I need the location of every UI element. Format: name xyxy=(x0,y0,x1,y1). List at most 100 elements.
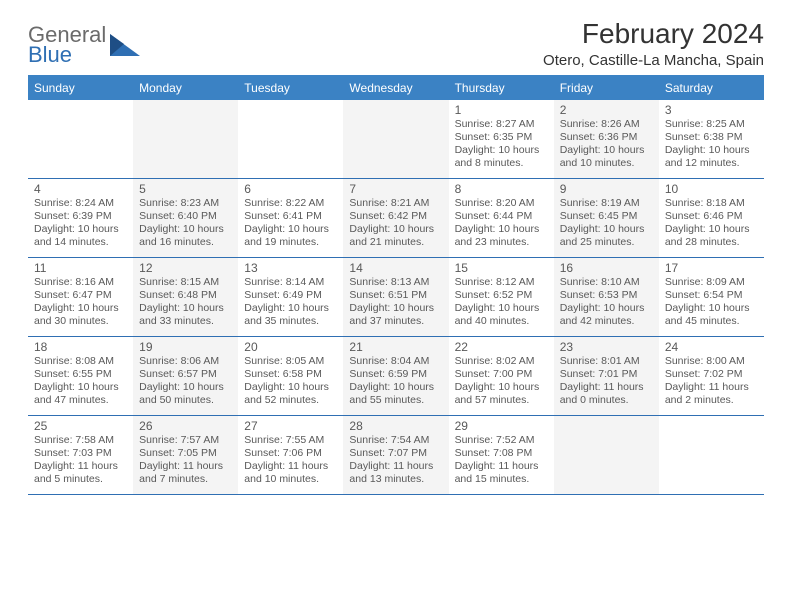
calendar-cell: 24Sunrise: 8:00 AMSunset: 7:02 PMDayligh… xyxy=(659,337,764,415)
calendar-cell: 14Sunrise: 8:13 AMSunset: 6:51 PMDayligh… xyxy=(343,258,448,336)
daylight-text-b: and 52 minutes. xyxy=(244,394,337,407)
daylight-text-b: and 40 minutes. xyxy=(455,315,548,328)
daylight-text-b: and 14 minutes. xyxy=(34,236,127,249)
calendar-cell: 8Sunrise: 8:20 AMSunset: 6:44 PMDaylight… xyxy=(449,179,554,257)
daylight-text-b: and 2 minutes. xyxy=(665,394,758,407)
sunrise-text: Sunrise: 8:18 AM xyxy=(665,197,758,210)
daylight-text-a: Daylight: 11 hours xyxy=(455,460,548,473)
sunset-text: Sunset: 6:51 PM xyxy=(349,289,442,302)
day-number: 21 xyxy=(349,340,442,354)
day-number: 20 xyxy=(244,340,337,354)
weekday-label: Thursday xyxy=(449,77,554,100)
calendar-cell xyxy=(28,100,133,178)
sunset-text: Sunset: 6:52 PM xyxy=(455,289,548,302)
sunrise-text: Sunrise: 8:15 AM xyxy=(139,276,232,289)
sunrise-text: Sunrise: 7:57 AM xyxy=(139,434,232,447)
daylight-text-a: Daylight: 11 hours xyxy=(665,381,758,394)
daylight-text-a: Daylight: 10 hours xyxy=(34,302,127,315)
sunrise-text: Sunrise: 8:12 AM xyxy=(455,276,548,289)
day-number: 26 xyxy=(139,419,232,433)
sunset-text: Sunset: 6:38 PM xyxy=(665,131,758,144)
sunset-text: Sunset: 6:42 PM xyxy=(349,210,442,223)
calendar-cell xyxy=(238,100,343,178)
sunrise-text: Sunrise: 8:05 AM xyxy=(244,355,337,368)
sunrise-text: Sunrise: 7:52 AM xyxy=(455,434,548,447)
daylight-text-a: Daylight: 10 hours xyxy=(455,381,548,394)
day-number: 11 xyxy=(34,261,127,275)
calendar-cell: 22Sunrise: 8:02 AMSunset: 7:00 PMDayligh… xyxy=(449,337,554,415)
daylight-text-b: and 16 minutes. xyxy=(139,236,232,249)
sunset-text: Sunset: 7:03 PM xyxy=(34,447,127,460)
daylight-text-b: and 30 minutes. xyxy=(34,315,127,328)
sunset-text: Sunset: 6:57 PM xyxy=(139,368,232,381)
calendar-cell: 17Sunrise: 8:09 AMSunset: 6:54 PMDayligh… xyxy=(659,258,764,336)
weekday-label: Wednesday xyxy=(343,77,448,100)
sunrise-text: Sunrise: 8:02 AM xyxy=(455,355,548,368)
calendar-cell: 12Sunrise: 8:15 AMSunset: 6:48 PMDayligh… xyxy=(133,258,238,336)
day-number: 10 xyxy=(665,182,758,196)
daylight-text-a: Daylight: 11 hours xyxy=(139,460,232,473)
sunset-text: Sunset: 6:39 PM xyxy=(34,210,127,223)
daylight-text-b: and 42 minutes. xyxy=(560,315,653,328)
calendar-week: 25Sunrise: 7:58 AMSunset: 7:03 PMDayligh… xyxy=(28,416,764,495)
daylight-text-b: and 45 minutes. xyxy=(665,315,758,328)
daylight-text-a: Daylight: 10 hours xyxy=(665,144,758,157)
daylight-text-a: Daylight: 10 hours xyxy=(244,223,337,236)
daylight-text-b: and 47 minutes. xyxy=(34,394,127,407)
daylight-text-b: and 10 minutes. xyxy=(560,157,653,170)
daylight-text-b: and 10 minutes. xyxy=(244,473,337,486)
sunset-text: Sunset: 6:48 PM xyxy=(139,289,232,302)
daylight-text-a: Daylight: 10 hours xyxy=(244,302,337,315)
calendar-cell: 27Sunrise: 7:55 AMSunset: 7:06 PMDayligh… xyxy=(238,416,343,494)
daylight-text-a: Daylight: 10 hours xyxy=(560,223,653,236)
daylight-text-b: and 25 minutes. xyxy=(560,236,653,249)
day-number: 18 xyxy=(34,340,127,354)
sunrise-text: Sunrise: 8:19 AM xyxy=(560,197,653,210)
sunrise-text: Sunrise: 8:25 AM xyxy=(665,118,758,131)
sunset-text: Sunset: 6:55 PM xyxy=(34,368,127,381)
brand-triangle-icon xyxy=(110,34,140,60)
calendar-week: 11Sunrise: 8:16 AMSunset: 6:47 PMDayligh… xyxy=(28,258,764,337)
weekday-label: Friday xyxy=(554,77,659,100)
day-number: 28 xyxy=(349,419,442,433)
sunrise-text: Sunrise: 8:22 AM xyxy=(244,197,337,210)
title-block: February 2024 Otero, Castille-La Mancha,… xyxy=(543,18,764,69)
sunrise-text: Sunrise: 8:10 AM xyxy=(560,276,653,289)
day-number: 5 xyxy=(139,182,232,196)
day-number: 25 xyxy=(34,419,127,433)
daylight-text-b: and 15 minutes. xyxy=(455,473,548,486)
daylight-text-b: and 55 minutes. xyxy=(349,394,442,407)
brand-logo: General Blue xyxy=(28,24,140,66)
sunset-text: Sunset: 6:59 PM xyxy=(349,368,442,381)
daylight-text-b: and 12 minutes. xyxy=(665,157,758,170)
daylight-text-a: Daylight: 10 hours xyxy=(349,223,442,236)
calendar-cell: 20Sunrise: 8:05 AMSunset: 6:58 PMDayligh… xyxy=(238,337,343,415)
sunrise-text: Sunrise: 8:26 AM xyxy=(560,118,653,131)
sunrise-text: Sunrise: 8:20 AM xyxy=(455,197,548,210)
calendar-cell: 4Sunrise: 8:24 AMSunset: 6:39 PMDaylight… xyxy=(28,179,133,257)
month-title: February 2024 xyxy=(543,18,764,50)
daylight-text-b: and 8 minutes. xyxy=(455,157,548,170)
day-number: 22 xyxy=(455,340,548,354)
sunrise-text: Sunrise: 8:08 AM xyxy=(34,355,127,368)
weekday-header: Sunday Monday Tuesday Wednesday Thursday… xyxy=(28,77,764,100)
daylight-text-a: Daylight: 10 hours xyxy=(455,223,548,236)
sunrise-text: Sunrise: 8:01 AM xyxy=(560,355,653,368)
daylight-text-b: and 19 minutes. xyxy=(244,236,337,249)
day-number: 24 xyxy=(665,340,758,354)
calendar-cell: 29Sunrise: 7:52 AMSunset: 7:08 PMDayligh… xyxy=(449,416,554,494)
calendar-cell: 9Sunrise: 8:19 AMSunset: 6:45 PMDaylight… xyxy=(554,179,659,257)
sunset-text: Sunset: 6:41 PM xyxy=(244,210,337,223)
day-number: 7 xyxy=(349,182,442,196)
calendar-cell xyxy=(343,100,448,178)
calendar-week: 1Sunrise: 8:27 AMSunset: 6:35 PMDaylight… xyxy=(28,100,764,179)
sunrise-text: Sunrise: 8:00 AM xyxy=(665,355,758,368)
calendar-cell: 5Sunrise: 8:23 AMSunset: 6:40 PMDaylight… xyxy=(133,179,238,257)
day-number: 6 xyxy=(244,182,337,196)
daylight-text-a: Daylight: 10 hours xyxy=(560,144,653,157)
calendar-cell: 13Sunrise: 8:14 AMSunset: 6:49 PMDayligh… xyxy=(238,258,343,336)
calendar-cell: 26Sunrise: 7:57 AMSunset: 7:05 PMDayligh… xyxy=(133,416,238,494)
daylight-text-b: and 57 minutes. xyxy=(455,394,548,407)
brand-line2: Blue xyxy=(28,44,106,66)
weekday-label: Saturday xyxy=(659,77,764,100)
